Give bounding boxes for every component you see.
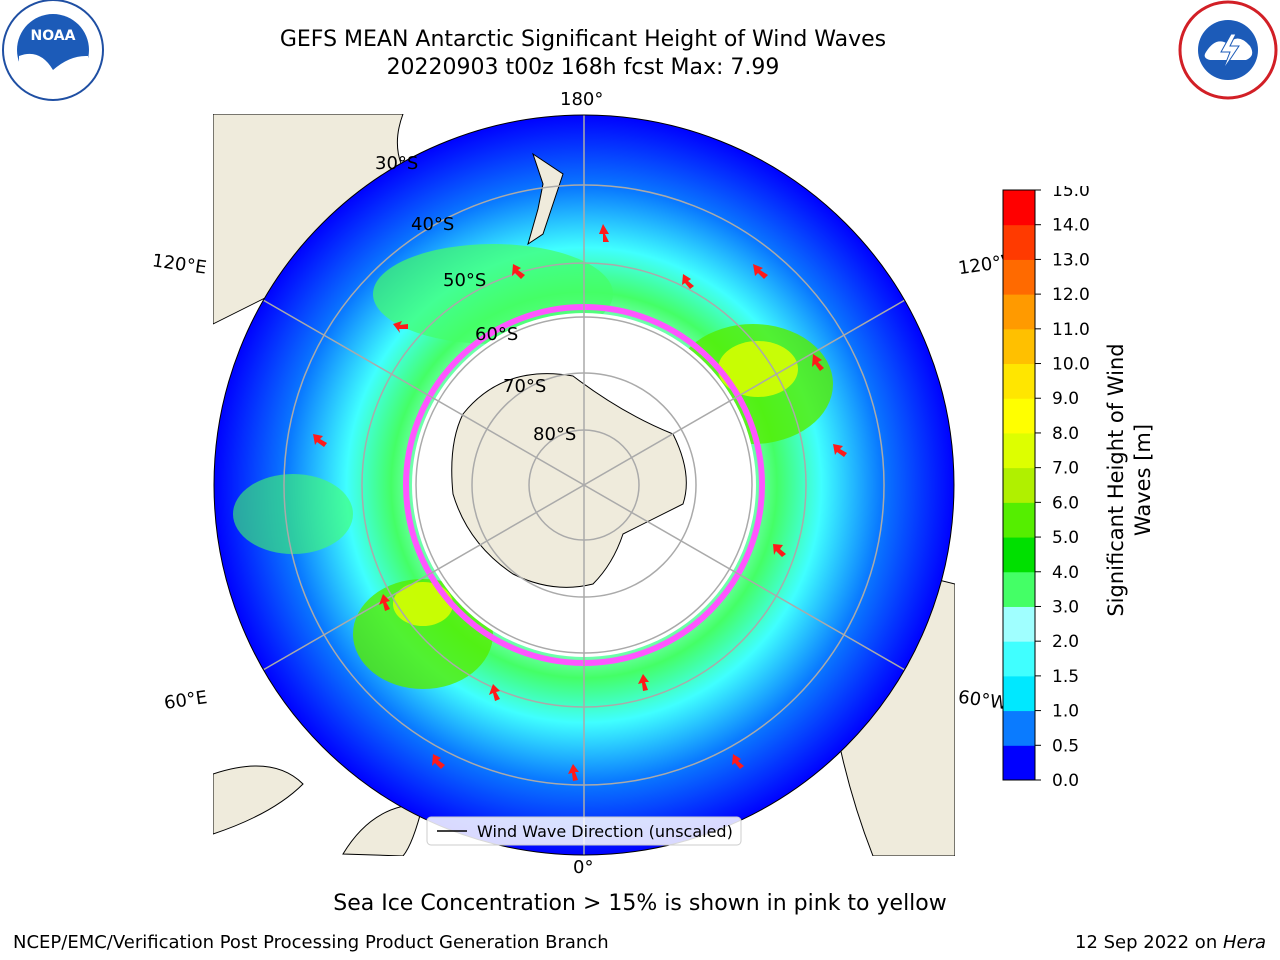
legend-label: Wind Wave Direction (unscaled) [477, 822, 733, 841]
lon-label-120e: 120°E [150, 250, 208, 279]
colorbar-tick-label: 11.0 [1052, 320, 1090, 340]
colorbar-swatch [1003, 675, 1035, 712]
colorbar-swatch [1003, 398, 1035, 434]
noaa-logo: NOAA [2, 0, 104, 101]
colorbar-swatch [1003, 606, 1035, 642]
colorbar-tick-label: 9.0 [1052, 389, 1079, 409]
colorbar-label-line1: Significant Height of Wind [1104, 343, 1128, 617]
colorbar-label-line2: Waves [m] [1131, 423, 1155, 537]
colorbar-swatch [1003, 363, 1035, 399]
wave-height-field [214, 115, 954, 855]
colorbar-swatch [1003, 745, 1035, 781]
lon-label-180: 180° [560, 89, 604, 110]
colorbar-swatch [1003, 502, 1035, 538]
colorbar-tick-label: 12.0 [1052, 285, 1090, 305]
footer-host: Hera [1222, 932, 1266, 953]
lon-label-60e: 60°E [162, 687, 209, 714]
footer-date: 12 Sep 2022 on Hera [1075, 932, 1266, 953]
map-title: GEFS MEAN Antarctic Significant Height o… [279, 27, 887, 52]
colorbar-tick-label: 5.0 [1052, 528, 1079, 548]
footer-credit: NCEP/EMC/Verification Post Processing Pr… [13, 932, 609, 953]
wind-wave-arrows [313, 224, 847, 781]
colorbar-swatch [1003, 224, 1035, 260]
lat-label-30s: 30°S [375, 153, 418, 174]
colorbar-tick-label: 4.0 [1052, 563, 1079, 583]
colorbar: 0.0 0.5 1.0 1.5 2.0 3.0 4.0 5.0 6.0 7.0 8.0 9.0 10.0… [1002, 186, 1090, 786]
lat-label-60s: 60°S [475, 324, 518, 345]
colorbar-tick-label: 1.0 [1052, 702, 1079, 722]
noaa-logo-text: NOAA [31, 28, 76, 44]
colorbar-tick-label: 0.0 [1052, 771, 1079, 786]
nws-logo [1178, 0, 1278, 100]
colorbar-swatch [1003, 294, 1035, 330]
colorbar-swatch [1003, 432, 1035, 469]
lat-label-50s: 50°S [443, 270, 486, 291]
colorbar-swatch [1003, 259, 1035, 295]
colorbar-swatch [1003, 641, 1035, 677]
map-frame: 30°S 40°S 50°S 60°S 70°S 80°S Wind Wave … [213, 114, 955, 856]
colorbar-tick-label: 8.0 [1052, 424, 1079, 444]
colorbar-tick-label: 2.0 [1052, 632, 1079, 652]
colorbar-tick-label: 3.0 [1052, 597, 1079, 617]
lat-label-70s: 70°S [503, 376, 546, 397]
lat-label-40s: 40°S [411, 214, 454, 235]
lon-label-0: 0° [573, 857, 594, 878]
colorbar-swatch [1003, 328, 1035, 365]
colorbar-tick-label: 10.0 [1052, 355, 1090, 375]
colorbar-tick-label: 7.0 [1052, 459, 1079, 479]
colorbar-tick-label: 6.0 [1052, 493, 1079, 513]
sea-ice-caption: Sea Ice Concentration > 15% is shown in … [333, 891, 947, 916]
antarctica-landmass [451, 373, 687, 588]
colorbar-tick-label: 13.0 [1052, 250, 1090, 270]
colorbar-swatch [1003, 571, 1035, 607]
colorbar-tick-label: 0.5 [1052, 736, 1079, 756]
colorbar-swatch [1003, 467, 1035, 503]
map-legend: Wind Wave Direction (unscaled) [426, 816, 742, 846]
colorbar-swatch [1003, 710, 1035, 746]
colorbar-swatch [1003, 537, 1035, 573]
colorbar-tick-label: 15.0 [1052, 186, 1090, 201]
lat-label-80s: 80°S [533, 424, 576, 445]
footer-date-text: 12 Sep 2022 on [1075, 932, 1223, 953]
map-subtitle: 20220903 t00z 168h fcst Max: 7.99 [386, 55, 780, 80]
colorbar-tick-label: 1.5 [1052, 667, 1079, 687]
map-boundary [213, 114, 955, 856]
colorbar-swatch [1003, 190, 1035, 226]
colorbar-label: Significant Height of Wind Waves [m] [1103, 330, 1163, 630]
colorbar-tick-label: 14.0 [1052, 216, 1090, 236]
